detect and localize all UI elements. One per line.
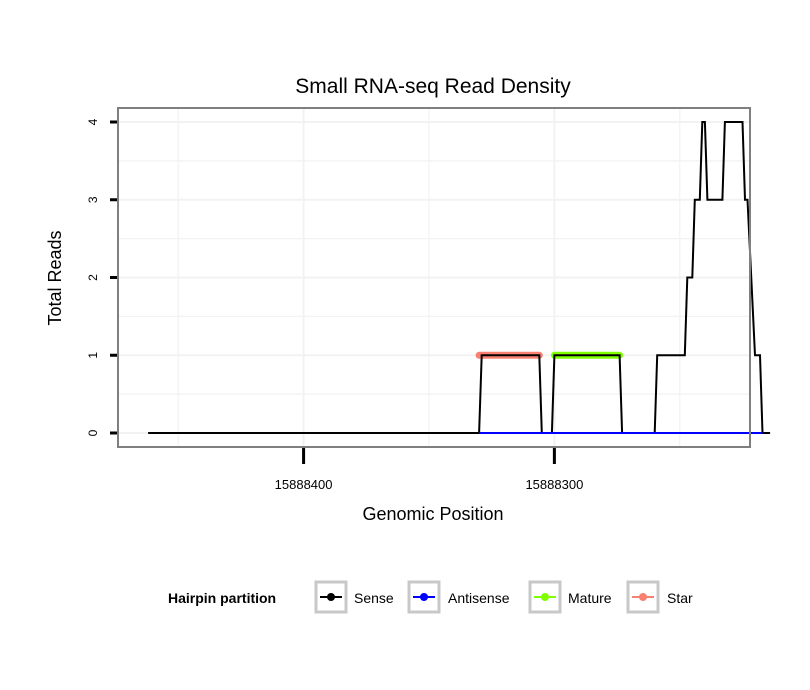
legend-key-point [327,593,335,601]
chart-title: Small RNA-seq Read Density [295,75,571,98]
series-layer [148,121,771,434]
legend-key-point [639,593,647,601]
x-tick-label: 15888300 [525,477,583,492]
legend-label: Sense [354,590,394,606]
y-tick-label: 4 [86,118,100,125]
y-axis-label: Total Reads [45,230,65,325]
y-tick-label: 0 [86,429,100,436]
legend: Hairpin partition Sense Antisense Mature St… [168,580,693,614]
x-axis-label: Genomic Position [362,504,503,524]
axis-layer: 0 1 2 3 4 15888400 15888300 [86,118,583,492]
y-tick-label: 3 [86,196,100,203]
legend-title: Hairpin partition [168,590,276,606]
y-tick-label: 2 [86,274,100,281]
legend-label: Antisense [448,590,510,606]
legend-key-point [541,593,549,601]
legend-key-point [420,593,428,601]
plot-panel-border [117,107,751,448]
legend-label: Star [667,590,693,606]
y-tick-label: 1 [86,352,100,359]
x-tick-label: 15888400 [275,477,333,492]
grid-layer [118,108,750,447]
legend-label: Mature [568,590,612,606]
legend-entries: Sense Antisense Mature Star [314,580,693,614]
